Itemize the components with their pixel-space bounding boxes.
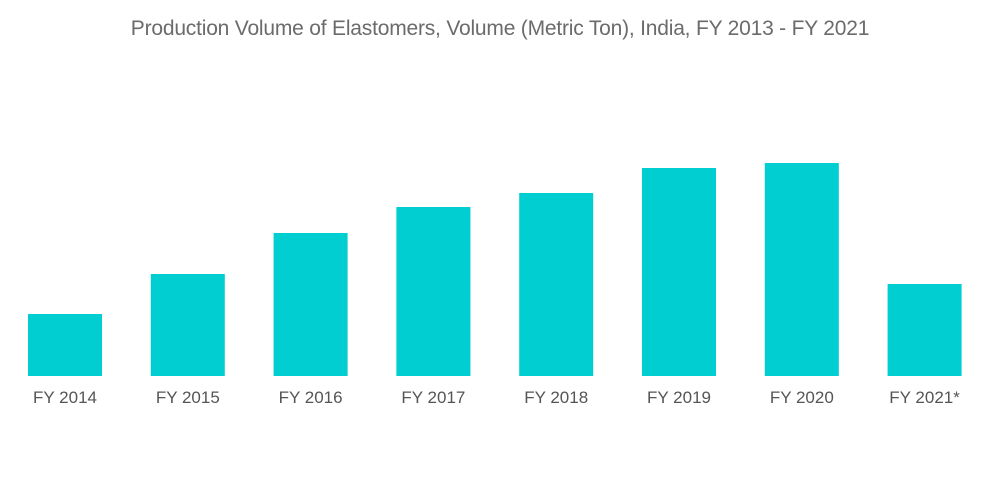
bar-fy-2019	[642, 168, 716, 376]
x-tick-label: FY 2019	[647, 388, 711, 407]
x-tick-label: FY 2018	[524, 388, 588, 407]
bar-fy-2018	[519, 193, 594, 376]
bar-fy-2015	[150, 274, 225, 376]
bar-fy-2017	[396, 207, 471, 376]
x-tick-label: FY 2014	[33, 388, 97, 407]
x-tick-label: FY 2020	[770, 388, 834, 407]
x-tick-label: FY 2016	[279, 388, 343, 407]
bars-group	[28, 163, 962, 376]
chart-title: Production Volume of Elastomers, Volume …	[130, 17, 870, 40]
x-tick-labels: FY 2014 FY 2015 FY 2016 FY 2017 FY 2018 FY 20…	[33, 388, 960, 407]
bar-fy-2014	[28, 314, 102, 376]
bar-fy-2021	[887, 284, 962, 376]
bar-fy-2020	[764, 163, 839, 376]
x-tick-label: FY 2017	[401, 388, 465, 407]
x-tick-label: FY 2015	[156, 388, 220, 407]
x-tick-label: FY 2021*	[889, 388, 960, 407]
bar-fy-2016	[273, 233, 348, 376]
